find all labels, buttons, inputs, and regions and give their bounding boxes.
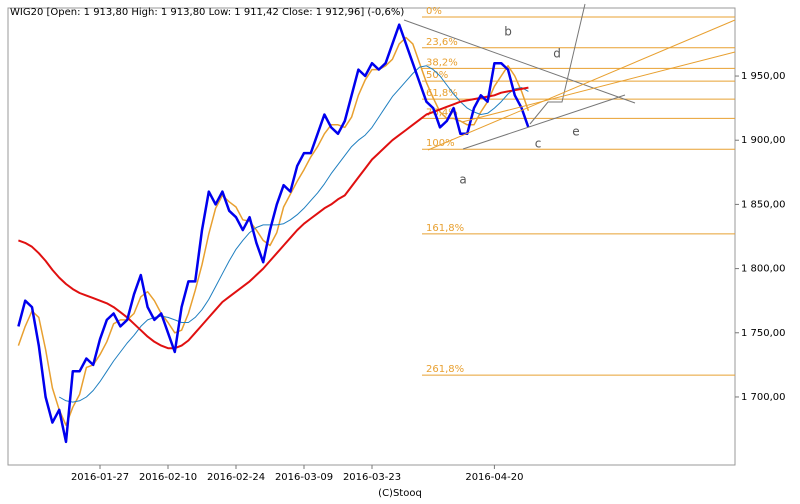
y-tick-label: 1 900,00	[741, 135, 786, 146]
plot: 0%23,6%38,2%50%61,8%76,4%100%161,8%261,8…	[17, 6, 735, 444]
y-tick-label: 1 700,00	[741, 392, 786, 403]
x-tick-label: 2016-01-27	[71, 472, 129, 483]
wave-label: b	[504, 25, 512, 39]
wave-label: e	[572, 125, 579, 139]
trend-line	[427, 19, 736, 151]
x-tick-label: 2016-03-09	[275, 472, 333, 483]
y-tick-label: 1 750,00	[741, 328, 786, 339]
series-line	[17, 36, 530, 426]
series-line	[58, 65, 529, 403]
x-tick-label: 2016-02-24	[207, 472, 265, 483]
wave-label: d	[553, 47, 561, 61]
x-tick-label: 2016-04-20	[465, 472, 523, 483]
series-line	[18, 86, 529, 350]
fib-label: 50%	[426, 70, 448, 81]
fib-label: 161,8%	[426, 223, 464, 234]
wave-label: a	[459, 173, 466, 187]
fib-label: 0%	[426, 6, 442, 17]
wave-label: c	[535, 137, 542, 151]
chart-title: WIG20 [Open: 1 913,80 High: 1 913,80 Low…	[10, 7, 404, 18]
fib-label: 100%	[426, 138, 455, 149]
x-tick-label: 2016-03-23	[343, 472, 401, 483]
y-tick-label: 1 850,00	[741, 199, 786, 210]
series-line	[17, 23, 530, 444]
trend-line	[403, 19, 636, 104]
plot-frame	[7, 7, 736, 466]
fib-label: 23,6%	[426, 37, 458, 48]
trend-line	[462, 94, 626, 150]
y-tick-label: 1 800,00	[741, 264, 786, 275]
x-tick-label: 2016-02-10	[139, 472, 197, 483]
wave-path	[529, 3, 586, 125]
fib-label: 261,8%	[426, 364, 464, 375]
footer: (C)Stooq	[378, 488, 422, 499]
fib-label: 38,2%	[426, 57, 458, 68]
trend-line	[461, 51, 736, 123]
y-tick-label: 1 950,00	[741, 71, 786, 82]
fib-label: 61,8%	[426, 88, 458, 99]
pattern-lines	[403, 3, 736, 151]
